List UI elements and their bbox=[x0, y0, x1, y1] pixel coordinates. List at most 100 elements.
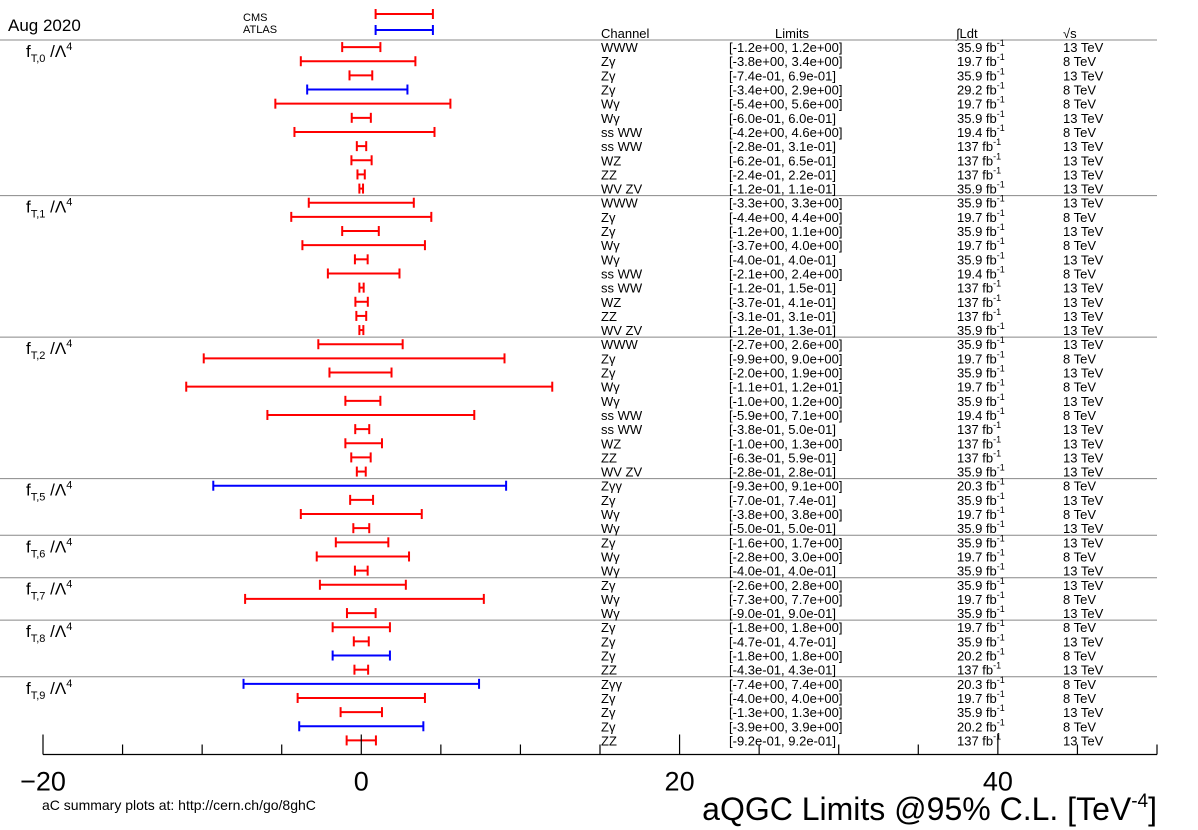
lumi-value: 137 fb-1 bbox=[957, 731, 1001, 748]
limit-value: [-1.0e+00, 1.3e+00] bbox=[729, 436, 842, 451]
limit-value: [-1.8e+00, 1.8e+00] bbox=[729, 620, 842, 635]
section: fT,9 /Λ4 Zγγ [-7.4e+00, 7.4e+00] 20.3 fb-1 8… bbox=[26, 675, 1104, 749]
limit-value: [-2.4e-01, 2.2e-01] bbox=[729, 167, 836, 182]
lumi-value: 35.9 fb-1 bbox=[957, 335, 1005, 352]
limit-row: Zγ [-3.4e+00, 2.9e+00] 29.2 fb-1 8 TeV bbox=[306, 81, 1096, 98]
channel-label: Wγ bbox=[601, 564, 620, 579]
lumi-value: 19.4 fb-1 bbox=[957, 406, 1005, 423]
limit-row: Zγ [-1.8e+00, 1.8e+00] 20.2 fb-1 8 TeV bbox=[331, 647, 1096, 664]
limit-row: Zγγ [-9.3e+00, 9.1e+00] 20.3 fb-1 8 TeV bbox=[212, 477, 1096, 494]
limit-row: WZ [-1.0e+00, 1.3e+00] 137 fb-1 13 TeV bbox=[344, 434, 1104, 451]
energy-value: 13 TeV bbox=[1063, 337, 1104, 352]
limit-row: Zγ [-4.7e-01, 4.7e-01] 35.9 fb-1 13 TeV bbox=[352, 632, 1104, 649]
column-header-energy: √s bbox=[1063, 26, 1077, 41]
channel-label: Zγ bbox=[601, 83, 616, 98]
limit-value: [-1.2e-01, 1.5e-01] bbox=[729, 281, 836, 296]
channel-label: WWW bbox=[601, 337, 639, 352]
limit-value: [-9.2e-01, 9.2e-01] bbox=[729, 733, 836, 748]
limit-row: Zγ [-9.9e+00, 9.0e+00] 19.7 fb-1 8 TeV bbox=[202, 349, 1096, 366]
limit-row: Zγ [-7.0e-01, 7.4e-01] 35.9 fb-1 13 TeV bbox=[349, 491, 1104, 508]
limit-row: Zγ [-1.2e+00, 1.1e+00] 35.9 fb-1 13 TeV bbox=[341, 222, 1104, 239]
limit-row: Wγ [-3.8e+00, 3.8e+00] 19.7 fb-1 8 TeV bbox=[299, 505, 1096, 522]
energy-value: 13 TeV bbox=[1063, 705, 1104, 720]
lumi-value: 137 fb-1 bbox=[957, 165, 1001, 182]
column-header-lumi: ∫Ldt bbox=[955, 26, 978, 41]
x-axis: −20 0 20 40 bbox=[20, 734, 1158, 797]
channel-label: Wγ bbox=[601, 507, 620, 522]
operator-label: fT,7 /Λ4 bbox=[26, 579, 72, 603]
lumi-value: 19.7 fb-1 bbox=[957, 505, 1005, 522]
energy-value: 13 TeV bbox=[1063, 663, 1104, 678]
limit-value: [-5.4e+00, 5.6e+00] bbox=[729, 97, 842, 112]
energy-value: 8 TeV bbox=[1063, 380, 1096, 395]
lumi-value: 35.9 fb-1 bbox=[957, 604, 1005, 621]
limit-row: WZ [-6.2e-01, 6.5e-01] 137 fb-1 13 TeV bbox=[350, 151, 1104, 168]
limit-value: [-1.2e-01, 1.1e-01] bbox=[729, 182, 836, 197]
limit-value: [-1.0e+00, 1.2e+00] bbox=[729, 394, 842, 409]
lumi-value: 35.9 fb-1 bbox=[957, 491, 1005, 508]
section: fT,8 /Λ4 Zγ [-1.8e+00, 1.8e+00] 19.7 fb-1 8 … bbox=[26, 618, 1104, 677]
legend: CMS ATLAS bbox=[243, 9, 434, 36]
lumi-value: 35.9 fb-1 bbox=[957, 364, 1005, 381]
limit-row: Wγ [-4.0e-01, 4.0e-01] 35.9 fb-1 13 TeV bbox=[353, 562, 1104, 579]
limit-value: [-1.8e+00, 1.8e+00] bbox=[729, 649, 842, 664]
energy-value: 13 TeV bbox=[1063, 493, 1104, 508]
limit-row: WV ZV [-1.2e-01, 1.1e-01] 35.9 fb-1 13 TeV bbox=[358, 180, 1104, 197]
limit-value: [-1.6e+00, 1.7e+00] bbox=[729, 535, 842, 550]
limit-value: [-4.3e-01, 4.3e-01] bbox=[729, 663, 836, 678]
channel-label: ss WW bbox=[601, 422, 643, 437]
channel-label: Zγ bbox=[601, 634, 616, 649]
lumi-value: 19.7 fb-1 bbox=[957, 689, 1005, 706]
limit-row: WZ [-3.7e-01, 4.1e-01] 137 fb-1 13 TeV bbox=[354, 293, 1104, 310]
channel-label: Zγ bbox=[601, 578, 616, 593]
energy-value: 13 TeV bbox=[1063, 733, 1104, 748]
energy-value: 13 TeV bbox=[1063, 252, 1104, 267]
lumi-value: 19.4 fb-1 bbox=[957, 123, 1005, 140]
channel-label: WZ bbox=[601, 153, 621, 168]
lumi-value: 35.9 fb-1 bbox=[957, 194, 1005, 211]
section: fT,5 /Λ4 Zγγ [-9.3e+00, 9.1e+00] 20.3 fb-1 8… bbox=[26, 477, 1104, 536]
channel-label: Wγ bbox=[601, 111, 620, 126]
channel-label: Wγ bbox=[601, 252, 620, 267]
energy-value: 8 TeV bbox=[1063, 351, 1096, 366]
lumi-value: 19.7 fb-1 bbox=[957, 618, 1005, 635]
limit-row: WV ZV [-1.2e-01, 1.3e-01] 35.9 fb-1 13 TeV bbox=[358, 321, 1104, 338]
limit-value: [-6.2e-01, 6.5e-01] bbox=[729, 153, 836, 168]
column-header-channel: Channel bbox=[601, 26, 650, 41]
operator-label: fT,8 /Λ4 bbox=[26, 621, 72, 645]
channel-label: WWW bbox=[601, 40, 639, 55]
channel-label: Zγ bbox=[601, 493, 616, 508]
lumi-value: 35.9 fb-1 bbox=[957, 66, 1005, 83]
channel-label: Zγ bbox=[601, 705, 616, 720]
limit-row: Zγγ [-7.4e+00, 7.4e+00] 20.3 fb-1 8 TeV bbox=[242, 675, 1096, 692]
lumi-value: 19.7 fb-1 bbox=[957, 208, 1005, 225]
limit-row: ss WW [-2.8e-01, 3.1e-01] 137 fb-1 13 TeV bbox=[355, 137, 1104, 154]
energy-value: 13 TeV bbox=[1063, 196, 1104, 211]
energy-value: 13 TeV bbox=[1063, 578, 1104, 593]
lumi-value: 137 fb-1 bbox=[957, 420, 1001, 437]
limit-value: [-2.8e-01, 2.8e-01] bbox=[729, 465, 836, 480]
energy-value: 8 TeV bbox=[1063, 83, 1096, 98]
lumi-value: 137 fb-1 bbox=[957, 137, 1001, 154]
channel-label: Wγ bbox=[601, 97, 620, 112]
energy-value: 13 TeV bbox=[1063, 535, 1104, 550]
legend-label-atlas: ATLAS bbox=[243, 24, 277, 36]
energy-value: 13 TeV bbox=[1063, 521, 1104, 536]
limit-row: ZZ [-9.2e-01, 9.2e-01] 137 fb-1 13 TeV bbox=[345, 731, 1104, 748]
energy-value: 8 TeV bbox=[1063, 691, 1096, 706]
limit-row: ss WW [-5.9e+00, 7.1e+00] 19.4 fb-1 8 TeV bbox=[266, 406, 1096, 423]
energy-value: 8 TeV bbox=[1063, 719, 1096, 734]
channel-label: WV ZV bbox=[601, 182, 642, 197]
energy-value: 8 TeV bbox=[1063, 238, 1096, 253]
limit-row: ss WW [-3.8e-01, 5.0e-01] 137 fb-1 13 TeV bbox=[354, 420, 1104, 437]
chart-title-end: ] bbox=[1148, 791, 1157, 827]
energy-value: 13 TeV bbox=[1063, 68, 1104, 83]
section: fT,2 /Λ4 WWW [-2.7e+00, 2.6e+00] 35.9 fb-1 1… bbox=[26, 335, 1104, 479]
limit-row: ZZ [-3.1e-01, 3.1e-01] 137 fb-1 13 TeV bbox=[355, 307, 1104, 324]
limit-row: Wγ [-3.7e+00, 4.0e+00] 19.7 fb-1 8 TeV bbox=[301, 236, 1096, 253]
limit-row: Zγ [-2.0e+00, 1.9e+00] 35.9 fb-1 13 TeV bbox=[328, 364, 1104, 381]
energy-value: 8 TeV bbox=[1063, 507, 1096, 522]
channel-label: ZZ bbox=[601, 733, 617, 748]
limit-value: [-9.3e+00, 9.1e+00] bbox=[729, 479, 842, 494]
energy-value: 13 TeV bbox=[1063, 281, 1104, 296]
